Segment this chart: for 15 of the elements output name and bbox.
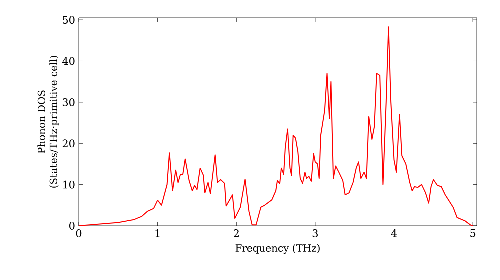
y-tick-label: 10: [63, 180, 75, 189]
x-tick-label: 0: [76, 230, 82, 238]
y-tick-label: 50: [63, 16, 75, 24]
x-tick-label: 4: [391, 230, 398, 238]
y-tick-label: 0: [70, 222, 75, 230]
y-tick-label: 20: [62, 140, 75, 148]
y-axis-title: Phonon DOS (States/THz·primitive cell): [38, 56, 60, 188]
y-tick-label: 40: [62, 57, 75, 66]
x-tick-label: 3: [312, 230, 318, 238]
y-tick-label: 30: [62, 98, 75, 106]
x-tick-label: 2: [234, 230, 239, 238]
x-axis-title: Frequency (THz): [236, 244, 320, 254]
x-tick-label: 5: [470, 230, 476, 238]
x-tick-label: 1: [156, 230, 160, 238]
line-series: [79, 26, 474, 226]
